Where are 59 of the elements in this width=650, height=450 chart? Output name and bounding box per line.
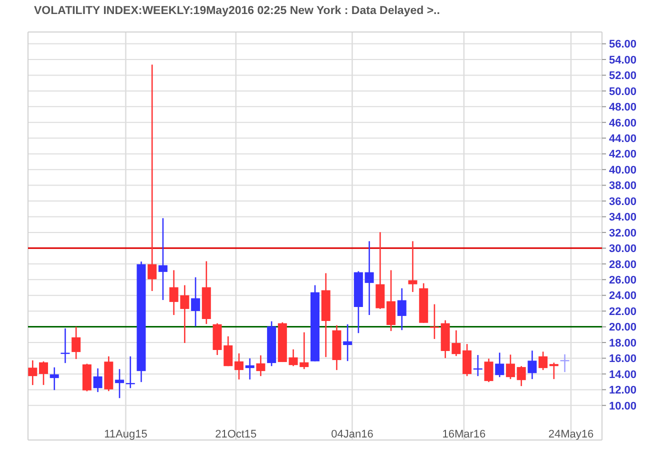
x-tick-label: 16Mar16	[442, 428, 486, 441]
candlestick	[397, 288, 406, 331]
y-tick-label: 34.00	[609, 212, 637, 224]
y-tick-label: 46.00	[609, 117, 637, 130]
candlestick	[50, 366, 59, 391]
candlestick	[148, 64, 157, 292]
candlestick	[245, 358, 254, 380]
candlestick	[115, 368, 124, 399]
y-tick-label: 50.00	[609, 86, 637, 98]
candlestick	[560, 354, 570, 373]
candlestick	[386, 270, 396, 332]
candlestick	[484, 358, 494, 383]
candlestick	[234, 352, 244, 380]
x-tick-label: 11Aug15	[104, 428, 148, 441]
y-tick-label: 12.00	[609, 384, 637, 397]
candlestick	[495, 352, 504, 378]
y-tick-label: 22.00	[609, 306, 637, 318]
y-tick-label: 32.00	[609, 227, 637, 240]
candlestick	[538, 350, 548, 371]
y-tick-label: 18.00	[609, 337, 637, 350]
y-tick-label: 36.00	[609, 196, 637, 208]
y-tick-label: 52.00	[609, 70, 637, 82]
candlestick	[72, 326, 81, 360]
y-tick-label: 56.00	[609, 38, 637, 51]
x-tick-label: 21Oct15	[215, 428, 257, 441]
candlestick	[549, 362, 558, 380]
candlestick	[256, 354, 266, 377]
candlestick	[60, 328, 70, 364]
y-tick-label: 42.00	[609, 148, 637, 161]
y-tick-label: 38.00	[609, 180, 637, 192]
y-tick-label: 14.00	[609, 368, 637, 381]
y-tick-label: 26.00	[609, 274, 637, 286]
candlestick	[408, 240, 418, 293]
candlestick	[462, 343, 472, 377]
candlestick	[191, 276, 200, 327]
x-tick-label: 04Jan16	[331, 428, 374, 441]
candlestick	[516, 365, 526, 387]
y-tick-label: 16.00	[609, 353, 637, 366]
candlestick	[93, 368, 102, 393]
y-tick-label: 54.00	[609, 54, 637, 66]
chart-title: VOLATILITY INDEX:WEEKLY:19May2016 02:25 New York : Data Delayed >..	[34, 5, 440, 17]
candlestick	[28, 360, 38, 386]
y-tick-label: 28.00	[609, 258, 637, 271]
candlestick	[528, 350, 537, 380]
y-tick-label: 44.00	[609, 132, 637, 145]
candlestick	[343, 324, 352, 362]
candlestick	[506, 354, 515, 380]
y-tick-label: 24.00	[609, 290, 637, 302]
y-tick-label: 40.00	[609, 164, 637, 176]
x-tick-label: 24May16	[548, 428, 594, 441]
candlestick	[376, 232, 385, 310]
y-tick-label: 20.00	[609, 322, 637, 334]
candlestick	[39, 360, 48, 386]
candlestick	[364, 240, 374, 316]
y-tick-label: 10.00	[609, 400, 637, 412]
y-tick-label: 30.00	[609, 243, 637, 256]
candlestick	[158, 218, 168, 301]
candlestick	[430, 304, 439, 340]
y-tick-label: 48.00	[609, 102, 637, 114]
